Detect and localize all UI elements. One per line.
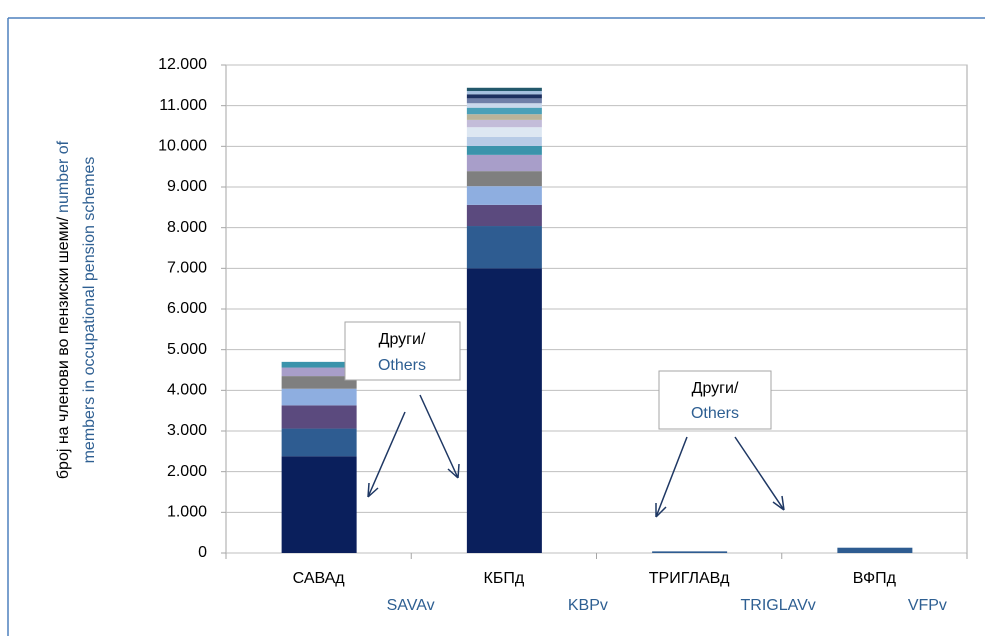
bar-segment xyxy=(466,119,542,128)
bar-segment xyxy=(281,361,357,368)
y-tick-label: 3.000 xyxy=(167,422,207,439)
y-tick-label: 1.000 xyxy=(167,504,207,521)
bar-segment xyxy=(466,226,542,269)
y-tick-label: 2.000 xyxy=(167,463,207,480)
bar-segment xyxy=(466,114,542,120)
marks xyxy=(226,64,967,554)
y-tick-label: 7.000 xyxy=(167,260,207,277)
annotation: Други/ xyxy=(379,331,426,348)
bar-segment xyxy=(466,136,542,146)
x-tick-label: ТРИГЛАВд xyxy=(649,570,730,587)
y-tick-label: 4.000 xyxy=(167,382,207,399)
x-tick-label: САВАд xyxy=(293,570,346,587)
arrow xyxy=(734,436,785,511)
y-axis-title-en: members in occupational pension schemes xyxy=(81,157,98,464)
bar-segment xyxy=(466,268,542,553)
y-tick-label: 12.000 xyxy=(158,56,207,73)
arrow xyxy=(367,411,406,498)
y-title-mk: број на членови во пензиски шеми/ xyxy=(55,216,72,479)
bar-segment xyxy=(466,145,542,155)
bar-segment xyxy=(466,154,542,172)
bar-segment xyxy=(466,98,542,104)
bar-segment xyxy=(466,186,542,205)
annotation-box xyxy=(658,370,772,430)
bar-segment xyxy=(652,551,728,553)
bar-segment xyxy=(281,388,357,406)
annotation: Others xyxy=(691,405,739,422)
y-tick-label: 9.000 xyxy=(167,178,207,195)
x-tick-label-en: TRIGLAVv xyxy=(740,597,815,614)
bar-segment xyxy=(466,94,542,99)
annotation: Други/ xyxy=(692,380,739,397)
x-tick-label: КБПд xyxy=(484,570,525,587)
bar-segment xyxy=(466,204,542,227)
annotation: Others xyxy=(378,357,426,374)
arrow xyxy=(419,394,460,479)
bar-segment xyxy=(466,127,542,137)
x-tick-label-en: KBPv xyxy=(568,597,608,614)
bar-segment xyxy=(466,91,542,95)
bar-segment xyxy=(281,428,357,457)
bar-segment xyxy=(466,87,542,92)
y-tick-label: 0 xyxy=(198,544,207,561)
bar-segment xyxy=(466,107,542,115)
annotation-box xyxy=(344,321,461,381)
bar-segment xyxy=(837,547,913,553)
bar-segment xyxy=(281,367,357,377)
arrow xyxy=(655,436,688,518)
x-tick-label-en: VFPv xyxy=(908,597,947,614)
bar-segment xyxy=(466,103,542,108)
bar-segment xyxy=(281,405,357,429)
y-tick-label: 6.000 xyxy=(167,300,207,317)
x-tick-label: ВФПд xyxy=(853,570,897,587)
y-axis-title: број на членови во пензиски шеми/number … xyxy=(55,140,72,479)
y-tick-label: 8.000 xyxy=(167,219,207,236)
arrows xyxy=(367,394,785,518)
bar-segment xyxy=(466,171,542,187)
bar-segment xyxy=(281,456,357,553)
y-tick-label: 11.000 xyxy=(159,97,207,114)
y-tick-label: 5.000 xyxy=(167,341,207,358)
y-title-en: number of xyxy=(55,140,72,213)
y-tick-label: 10.000 xyxy=(158,138,207,155)
x-tick-label-en: SAVAv xyxy=(387,597,435,614)
bar-segment xyxy=(281,376,357,389)
